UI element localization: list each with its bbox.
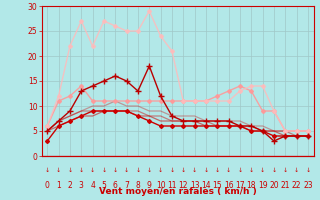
Text: 3: 3 — [79, 182, 84, 190]
Text: 10: 10 — [156, 182, 165, 190]
Text: 6: 6 — [113, 182, 118, 190]
Text: 8: 8 — [136, 182, 140, 190]
Text: ↓: ↓ — [215, 168, 220, 172]
Text: ↓: ↓ — [226, 168, 231, 172]
Text: ↓: ↓ — [147, 168, 152, 172]
Text: ↓: ↓ — [135, 168, 140, 172]
Text: 7: 7 — [124, 182, 129, 190]
Text: ↓: ↓ — [305, 168, 310, 172]
Text: 19: 19 — [258, 182, 268, 190]
Text: ↓: ↓ — [169, 168, 174, 172]
Text: 15: 15 — [212, 182, 222, 190]
Text: 2: 2 — [68, 182, 72, 190]
Text: 12: 12 — [179, 182, 188, 190]
Text: ↓: ↓ — [237, 168, 243, 172]
Text: 18: 18 — [246, 182, 256, 190]
Text: 20: 20 — [269, 182, 279, 190]
Text: 17: 17 — [235, 182, 245, 190]
Text: 14: 14 — [201, 182, 211, 190]
Text: ↓: ↓ — [271, 168, 276, 172]
Text: 22: 22 — [292, 182, 301, 190]
Text: ↓: ↓ — [67, 168, 73, 172]
Text: ↓: ↓ — [283, 168, 288, 172]
Text: ↓: ↓ — [56, 168, 61, 172]
Text: 13: 13 — [190, 182, 199, 190]
Text: ↓: ↓ — [260, 168, 265, 172]
Text: 16: 16 — [224, 182, 233, 190]
Text: ↓: ↓ — [192, 168, 197, 172]
Text: 23: 23 — [303, 182, 313, 190]
Text: ↓: ↓ — [101, 168, 107, 172]
Text: Vent moyen/en rafales ( km/h ): Vent moyen/en rafales ( km/h ) — [99, 187, 256, 196]
Text: 0: 0 — [45, 182, 50, 190]
Text: ↓: ↓ — [113, 168, 118, 172]
Text: ↓: ↓ — [181, 168, 186, 172]
Text: 4: 4 — [90, 182, 95, 190]
Text: ↓: ↓ — [90, 168, 95, 172]
Text: ↓: ↓ — [79, 168, 84, 172]
Text: ↓: ↓ — [249, 168, 254, 172]
Text: ↓: ↓ — [158, 168, 163, 172]
Text: 9: 9 — [147, 182, 152, 190]
Text: ↓: ↓ — [203, 168, 209, 172]
Text: 5: 5 — [101, 182, 106, 190]
Text: 21: 21 — [281, 182, 290, 190]
Text: ↓: ↓ — [124, 168, 129, 172]
Text: ↓: ↓ — [45, 168, 50, 172]
Text: ↓: ↓ — [294, 168, 299, 172]
Text: 11: 11 — [167, 182, 177, 190]
Text: 1: 1 — [56, 182, 61, 190]
